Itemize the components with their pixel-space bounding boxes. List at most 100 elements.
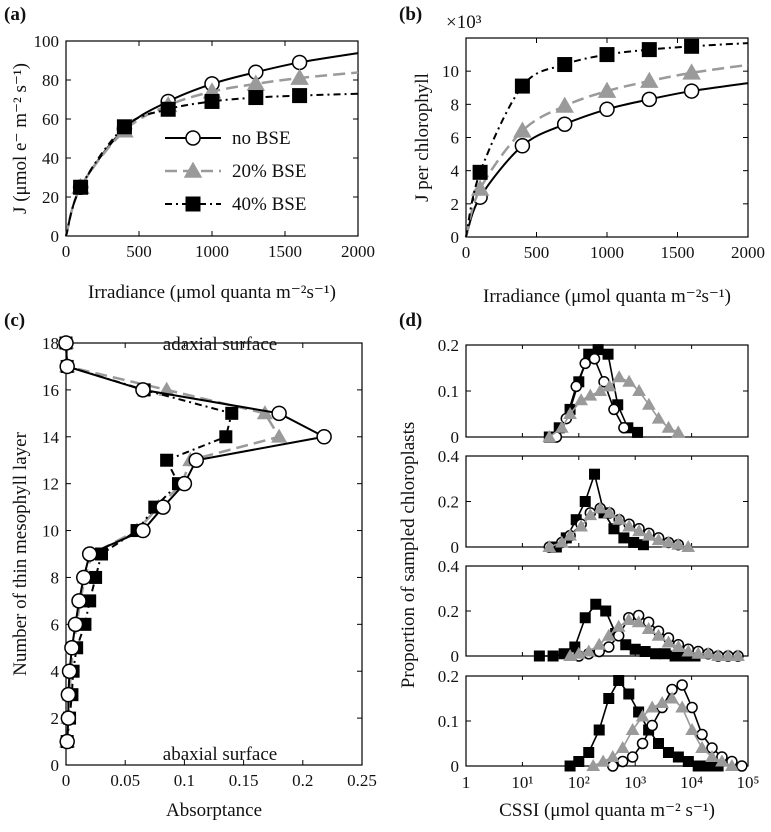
panel-a-point-40-bse — [160, 101, 176, 117]
panel-d3-point-20-bse — [611, 619, 626, 632]
panel-b-xtick-label: 1500 — [661, 243, 695, 262]
panel-a-point-40-bse — [204, 93, 220, 109]
panel-a: (a) 0 500 1000 1500 2000 0 20 40 60 80 100 Irradianc… — [4, 4, 375, 303]
panel-a-point-40-bse — [73, 179, 89, 195]
panel-d4-point-20-bse — [715, 754, 729, 767]
legend-label-40-bse: 40% BSE — [232, 194, 306, 215]
panel-a-xlabel: Irradiance (μmol quanta m⁻²s⁻¹) — [88, 282, 336, 303]
panel-d3-point-no-bse — [612, 630, 625, 642]
panel-d-xtick-label: 10³ — [624, 773, 646, 792]
panel-d3-point-20-bse — [601, 628, 616, 641]
panel-d4-point-40-bse — [623, 688, 635, 700]
panel-d1-point-no-bse — [570, 380, 582, 393]
panel-d2-point-20-bse — [542, 539, 557, 552]
panel-d4-point-no-bse — [636, 737, 649, 750]
panel-c-ytick-label: 10 — [42, 522, 59, 541]
panel-c-ytick-label: 18 — [42, 334, 59, 353]
legend-marker-no-bse — [185, 130, 201, 146]
panel-c-point-no-bse — [60, 710, 77, 726]
panel-d3-point-40-bse — [629, 643, 641, 655]
panel-d1-point-40-bse — [602, 348, 614, 360]
panel-d3-point-no-bse — [603, 641, 615, 653]
panel-a-ytick-label: 60 — [42, 110, 59, 129]
panel-d3-point-20-bse — [592, 637, 607, 650]
panel-d4-point-40-bse — [653, 738, 665, 749]
panel-c-point-no-bse — [176, 475, 193, 492]
panel-d-xtick-label: 10² — [568, 773, 590, 792]
panel-d4-point-20-bse — [665, 691, 679, 704]
panel-d1-point-no-bse — [608, 403, 620, 416]
panel-d4-ytick-label: 0.2 — [438, 667, 459, 686]
panel-c-point-40-bse — [219, 430, 233, 444]
panel-a-ytick-label: 40 — [42, 149, 59, 168]
panel-d4-point-no-bse — [736, 760, 748, 772]
panel-d1-point-20-bse — [642, 397, 656, 410]
panel-c-point-no-bse — [58, 335, 74, 351]
panel-a-point-20-bse — [290, 68, 309, 85]
panel-a-xtick-label: 500 — [126, 242, 152, 261]
panel-c-ytick-label: 8 — [51, 568, 60, 587]
panel-c-label: (c) — [4, 310, 25, 331]
panel-c-xlabel: Absorptance — [166, 800, 262, 821]
panel-a-point-20-bse — [246, 74, 266, 91]
panel-c-xtick-label: 0.1 — [174, 771, 195, 790]
panel-d1-point-20-bse — [593, 383, 608, 396]
panel-d4-point-20-bse — [625, 722, 640, 735]
panel-c-point-no-bse — [271, 405, 287, 422]
panel-c-ytick-label: 0 — [51, 756, 60, 775]
panel-d1-point-20-bse — [661, 420, 676, 433]
panel-b-ytick-label: 2 — [451, 195, 460, 214]
panel-c-annotation-adaxial: adaxial surface — [163, 334, 277, 355]
panel-d1-point-20-bse — [612, 370, 627, 383]
panel-d2-point-20-bse — [574, 519, 588, 532]
panel-d2-point-20-bse — [593, 501, 608, 514]
panel-d4-point-no-bse — [676, 679, 688, 691]
panel-c-series-20-bse-line — [64, 342, 282, 742]
panel-d4-point-no-bse — [626, 751, 639, 763]
panel-d4-point-no-bse — [646, 719, 658, 732]
panel-c-series-no-bse-line — [65, 342, 328, 742]
panel-d2-ytick-label: 0.4 — [438, 447, 460, 466]
panel-c-ytick-label: 6 — [51, 615, 60, 634]
panel-d1-point-20-bse — [583, 388, 598, 401]
panel-b-series-40-bse-line — [465, 42, 749, 238]
panel-d3-point-20-bse — [581, 644, 596, 657]
panel-d2-point-20-bse — [563, 528, 577, 541]
panel-a-point-no-bse — [291, 54, 308, 71]
panel-d1-point-20-bse — [554, 420, 569, 433]
panel-d3-point-40-bse — [650, 648, 662, 660]
panel-d4-point-20-bse — [596, 754, 610, 767]
panel-d4-point-40-bse — [603, 693, 615, 704]
panel-d2-point-20-bse — [612, 512, 627, 525]
panel-b-ytick-label: 0 — [451, 228, 460, 247]
panel-d1-point-20-bse — [632, 383, 646, 396]
panel-d4-point-40-bse — [613, 675, 625, 686]
panel-b-point-20-bse — [470, 179, 490, 196]
panel-d3-point-20-bse — [691, 646, 706, 659]
panel-d4-point-20-bse — [615, 740, 630, 753]
panel-b-point-no-bse — [556, 116, 573, 132]
panel-d3-point-20-bse — [631, 615, 646, 628]
panel-d3-ytick-label: 0.4 — [438, 557, 460, 576]
panel-d2-point-20-bse — [583, 508, 598, 521]
panel-d2-point-40-bse — [628, 536, 640, 548]
panel-c-xtick-label: 0 — [62, 771, 71, 790]
panel-a-series-40-bse-line — [65, 92, 359, 237]
panel-d1-point-20-bse — [671, 425, 686, 438]
panel-c-xtick-label: 0.05 — [110, 771, 140, 790]
panel-c-point-40-bse — [225, 406, 239, 420]
panel-d2-ytick-label: 0 — [451, 538, 460, 557]
panel-d-xtick-label: 1 — [462, 773, 471, 792]
panel-d4-point-no-bse — [686, 701, 698, 714]
panel-b-point-40-bse — [684, 38, 700, 54]
panel-d: (d)00.10.200.20.400.20.400.10.21 10¹ 10² 10… — [398, 310, 760, 821]
panel-c-ytick-label: 2 — [51, 709, 60, 728]
panel-c-point-no-bse — [76, 569, 92, 586]
panel-d4-point-20-bse — [685, 722, 699, 735]
panel-d3-point-40-bse — [669, 650, 681, 662]
panel-c-point-20-bse — [271, 428, 288, 443]
panel-d2-point-40-bse — [589, 468, 601, 480]
panel-d3-point-20-bse — [671, 639, 686, 652]
panel-b-point-40-bse — [641, 42, 657, 58]
panel-c-point-no-bse — [59, 733, 75, 750]
